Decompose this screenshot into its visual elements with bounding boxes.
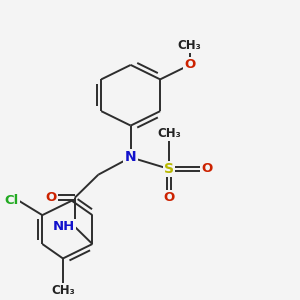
Text: O: O bbox=[201, 162, 213, 176]
Text: CH₃: CH₃ bbox=[157, 127, 181, 140]
Text: O: O bbox=[184, 58, 195, 71]
Text: CH₃: CH₃ bbox=[178, 39, 202, 52]
Text: O: O bbox=[45, 191, 56, 204]
Text: NH: NH bbox=[52, 220, 75, 233]
Text: N: N bbox=[125, 150, 136, 164]
Text: O: O bbox=[164, 191, 175, 204]
Text: CH₃: CH₃ bbox=[51, 284, 75, 298]
Text: S: S bbox=[164, 162, 174, 176]
Text: Cl: Cl bbox=[4, 194, 19, 207]
